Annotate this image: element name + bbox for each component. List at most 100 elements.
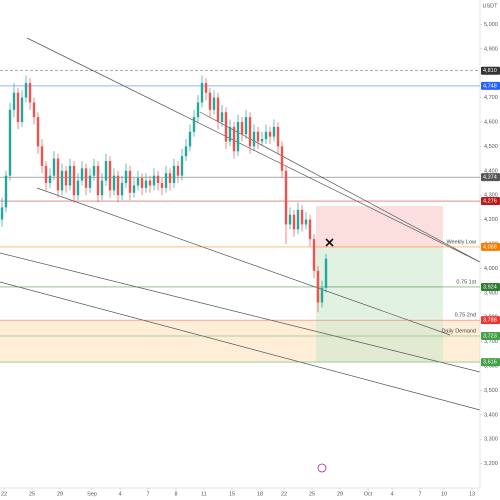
candle-body [20, 97, 24, 122]
candle-body [48, 175, 52, 183]
candle-body [140, 178, 144, 188]
trend-line [199, 111, 481, 263]
x-tick-label: 7 [146, 491, 149, 497]
candle-body [208, 92, 212, 110]
x-tick-label: 15 [229, 491, 235, 497]
candle-body [80, 168, 84, 181]
candle-body [292, 214, 296, 230]
price-level-box [481, 81, 500, 90]
x-tick-label: 13 [469, 491, 475, 497]
trend-line [0, 252, 481, 373]
x-tick-label: 10 [441, 491, 447, 497]
candle-body [240, 122, 244, 135]
candle-body [300, 209, 304, 225]
candle-body [264, 131, 268, 140]
candle [308, 214, 312, 247]
candle [216, 92, 220, 130]
level-note: Daily Demand [441, 328, 476, 334]
y-tick-label: 3,900 [484, 290, 498, 296]
candle [28, 78, 32, 110]
candle [248, 112, 252, 154]
candle-body [148, 180, 152, 186]
candle [80, 161, 84, 186]
price-level-label: 3,616 [483, 360, 497, 366]
x-tick-label: 18 [257, 491, 263, 497]
candle-body [176, 165, 180, 176]
level-note: 0.75 2nd [455, 313, 476, 319]
candle [184, 139, 188, 162]
candle-body [76, 180, 80, 196]
y-tick-label: 3,200 [484, 461, 498, 467]
candle-body [40, 146, 44, 166]
y-tick-label: 3,600 [484, 363, 498, 369]
candle-body [280, 146, 284, 171]
candle [256, 126, 260, 149]
candle [116, 170, 120, 203]
candle [32, 97, 36, 125]
candle-body [12, 92, 16, 110]
candle-body [56, 158, 60, 191]
price-level-label: 3,924 [483, 284, 497, 290]
candle [152, 168, 156, 191]
candle-body [112, 175, 116, 191]
candle-body [324, 258, 328, 288]
candle-body [192, 117, 196, 132]
y-tick-label: 4,700 [484, 95, 498, 101]
candle-body [296, 209, 300, 230]
candle [16, 87, 20, 130]
candle-body [216, 97, 220, 122]
candle [124, 163, 128, 188]
candle [64, 165, 68, 193]
cross-stroke [325, 238, 334, 247]
candle-body [44, 165, 48, 183]
candle-body [88, 175, 92, 188]
candle-body [152, 175, 156, 186]
candle [176, 161, 180, 183]
candle [4, 170, 8, 213]
trend-line [36, 187, 451, 336]
candle [188, 124, 192, 152]
candle [220, 104, 224, 127]
candle-body [180, 156, 184, 176]
candle [288, 207, 292, 230]
x-tick-label: Sep [87, 491, 97, 497]
candle-body [60, 170, 64, 191]
candle [148, 175, 152, 193]
candle-body [284, 170, 288, 225]
candle [40, 139, 44, 174]
trend-line [0, 281, 481, 411]
candle-body [276, 126, 280, 147]
candle-body [320, 287, 324, 303]
y-tick-label: 4,600 [484, 119, 498, 125]
candle [144, 173, 148, 193]
candle [304, 212, 308, 230]
candle-body [36, 117, 40, 147]
x-tick-label: 25 [29, 491, 35, 497]
candle [224, 107, 228, 149]
candle-body [92, 165, 96, 176]
y-tick-label: 4,200 [484, 217, 498, 223]
candle [52, 151, 56, 181]
candle [12, 82, 16, 118]
price-level-box [481, 358, 500, 367]
candle [316, 265, 320, 313]
candle [180, 148, 184, 181]
candle [68, 158, 72, 191]
candle [196, 95, 200, 122]
price-level-label: 4,748 [483, 83, 497, 89]
candle-body [288, 214, 292, 225]
candle-body [156, 175, 160, 183]
y-tick-label: 3,500 [484, 388, 498, 394]
candle [240, 117, 244, 142]
candle-body [68, 165, 72, 186]
candle-body [316, 270, 320, 303]
candle [172, 158, 176, 188]
price-level-box [481, 331, 500, 340]
x-tick-label: 29 [57, 491, 63, 497]
event-icon[interactable] [317, 463, 327, 473]
candle [56, 153, 60, 198]
candle-body [132, 185, 136, 193]
candle-body [232, 126, 236, 152]
candle-body [228, 126, 232, 142]
price-level-label: 3,788 [483, 318, 497, 324]
